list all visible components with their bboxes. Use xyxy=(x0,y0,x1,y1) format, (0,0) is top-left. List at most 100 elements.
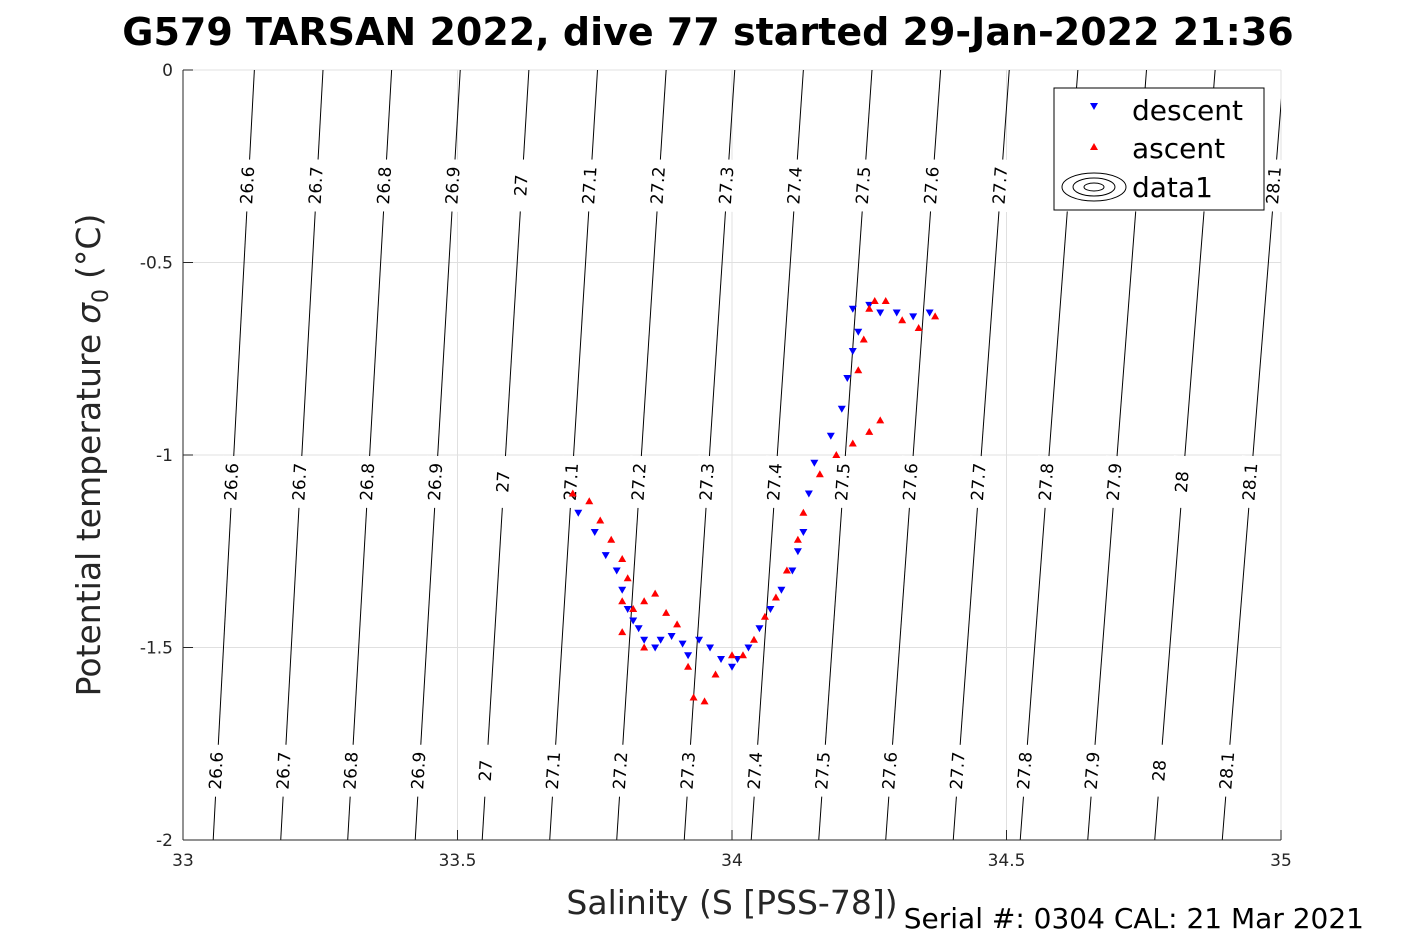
contour-label-bg xyxy=(304,158,330,213)
contour-label: 27.4 xyxy=(764,462,787,501)
contour-label-bg xyxy=(1214,743,1241,798)
contour-label: 28.1 xyxy=(1239,462,1262,501)
contour-label-bg xyxy=(830,455,857,509)
x-tick-label: 33 xyxy=(172,851,194,871)
contour-label-bg xyxy=(1169,455,1196,509)
descent-point xyxy=(634,625,643,633)
ascent-point xyxy=(876,416,885,424)
contour-label: 27.7 xyxy=(968,462,991,501)
descent-point xyxy=(684,652,693,660)
y-axis-label-symbol: σ xyxy=(69,302,108,324)
x-tick-label: 34 xyxy=(721,851,743,871)
descent-point xyxy=(728,663,736,671)
descent-point xyxy=(651,644,660,652)
contour-label: 27.8 xyxy=(1014,751,1037,790)
contour-label: 26.8 xyxy=(341,751,363,790)
footer-serial-cal: Serial #: 0304 CAL: 21 Mar 2021 xyxy=(904,902,1364,935)
legend-marker-descent xyxy=(1090,103,1098,110)
x-tick-label: 34.5 xyxy=(988,851,1026,871)
descent-point xyxy=(777,586,786,594)
contour-label-bg xyxy=(1102,455,1129,509)
contour-label: 27.7 xyxy=(947,751,970,790)
contour-label: 28 xyxy=(1149,759,1171,782)
contour-label: 27.6 xyxy=(900,462,923,501)
ascent-point xyxy=(689,693,698,701)
descent-point xyxy=(925,309,934,317)
contour-label-bg xyxy=(987,158,1014,213)
legend-marker-contour-icon xyxy=(1061,172,1127,202)
ascent-point xyxy=(684,662,693,670)
contour-label-bg xyxy=(627,455,653,509)
ascent-point xyxy=(728,651,736,659)
contour-label-bg xyxy=(676,744,702,798)
y-axis-label-text: Potential temperature xyxy=(69,334,108,696)
contour-label: 27.2 xyxy=(610,751,632,790)
contour-label-bg xyxy=(577,158,603,213)
contour-label-bg xyxy=(1261,158,1288,213)
ascent-point xyxy=(898,316,907,324)
descent-point xyxy=(810,459,819,467)
ascent-point xyxy=(859,335,868,343)
contour-label: 26.6 xyxy=(206,751,228,790)
ascent-point xyxy=(799,508,808,516)
contour-label: 27.2 xyxy=(628,462,650,501)
contour-label: 27.3 xyxy=(678,751,700,790)
contour-label: 27.5 xyxy=(832,462,855,501)
contour-label: 27.4 xyxy=(745,751,768,790)
contour-label: 27.7 xyxy=(989,166,1012,205)
descent-point xyxy=(618,586,627,594)
contour-label-bg xyxy=(423,455,449,509)
ascent-point xyxy=(881,297,890,304)
ascent-point xyxy=(771,593,780,601)
contour-label-bg xyxy=(608,744,634,798)
contour-label-bg xyxy=(406,744,432,798)
ascent-point xyxy=(865,304,874,312)
descent-point xyxy=(717,656,726,664)
descent-point xyxy=(744,644,753,652)
contour-label: 26.8 xyxy=(374,166,396,205)
y-tick-label: -2 xyxy=(156,831,173,851)
ascent-point xyxy=(870,297,879,304)
descent-point xyxy=(909,313,918,321)
contour-label: 27.2 xyxy=(648,166,670,205)
contour-label: 27.6 xyxy=(921,166,944,205)
ascent-point xyxy=(865,427,874,435)
contour-label: 27.5 xyxy=(812,751,835,790)
contour-label: 26.7 xyxy=(306,166,328,205)
contour-label: 27.9 xyxy=(1082,751,1105,790)
contour-label-bg xyxy=(1034,455,1060,509)
ascent-point xyxy=(793,535,802,543)
contour-label: 26.9 xyxy=(408,751,430,790)
contour-label-bg xyxy=(204,744,230,798)
descent-point xyxy=(848,305,857,313)
y-tick-label: 0 xyxy=(162,61,173,81)
contour-label-bg xyxy=(219,455,245,509)
contour-label: 26.6 xyxy=(221,463,243,502)
contour-label-bg xyxy=(646,158,672,213)
descent-point xyxy=(640,636,649,644)
contour-label-bg xyxy=(355,455,381,509)
contour-label: 27.6 xyxy=(879,751,902,790)
ascent-point xyxy=(738,651,747,659)
descent-point xyxy=(656,636,665,644)
descent-point xyxy=(590,529,599,536)
descent-point xyxy=(788,567,797,575)
contour-label-bg xyxy=(287,455,313,509)
descent-point xyxy=(623,606,632,613)
series-descent xyxy=(574,301,934,671)
descent-point xyxy=(799,529,808,536)
legend-label-data1: data1 xyxy=(1132,171,1213,204)
ascent-point xyxy=(623,574,632,582)
ascent-point xyxy=(854,366,863,374)
x-tick-label: 35 xyxy=(1270,851,1292,871)
contour-label-bg xyxy=(762,455,789,509)
ascent-point xyxy=(629,605,638,612)
ascent-point xyxy=(914,323,923,331)
descent-point xyxy=(876,309,885,317)
legend-marker-ascent xyxy=(1090,143,1098,150)
ascent-point xyxy=(662,608,671,616)
descent-point xyxy=(804,490,813,498)
contour-label-bg xyxy=(339,744,365,798)
y-axis-label-subscript: 0 xyxy=(89,289,114,303)
contour-label-bg xyxy=(743,744,769,798)
